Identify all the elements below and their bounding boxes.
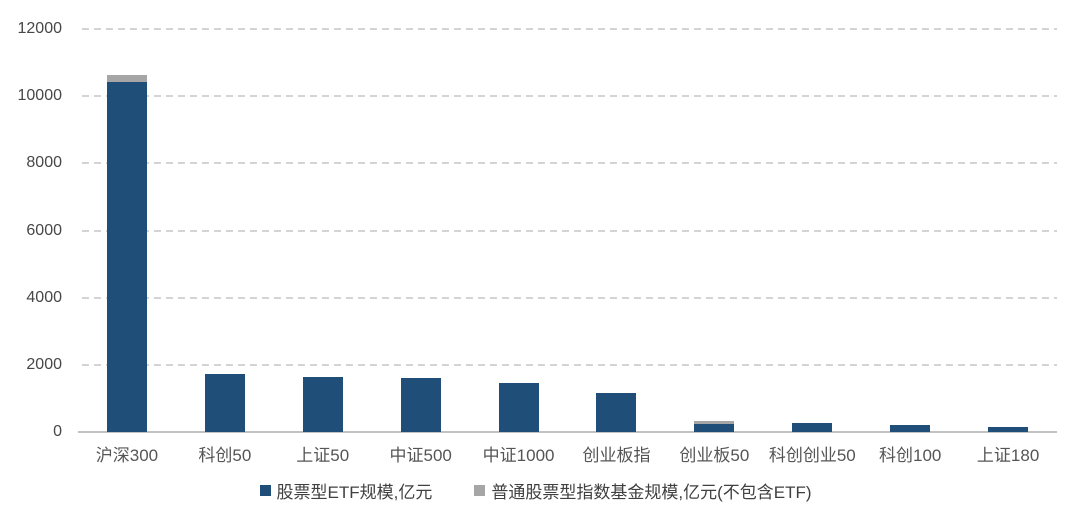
y-gridline <box>82 229 1057 232</box>
bar-segment-etf <box>792 423 833 432</box>
bar-segment-index-fund <box>694 420 735 424</box>
bar-segment-etf <box>890 424 931 432</box>
bar-segment-etf <box>204 373 245 432</box>
x-axis-baseline <box>78 431 1057 433</box>
bar-group <box>568 29 666 432</box>
x-axis-label: 中证1000 <box>482 446 555 465</box>
bar-segment-etf <box>400 377 441 432</box>
y-tick-label: 12000 <box>17 20 63 37</box>
bar-segment-etf <box>988 426 1029 432</box>
x-axis-label: 科创50 <box>198 446 252 465</box>
x-axis-label: 科创100 <box>879 446 942 465</box>
x-axis-label: 上证180 <box>976 446 1040 465</box>
legend-label-index-fund: 普通股票型指数基金规模,亿元(不包含ETF) <box>491 483 812 502</box>
y-tick-label: 6000 <box>26 221 62 239</box>
x-axis: 沪深300 科创50 上证50 中证500 中证1000 创业板指 创业板50 科创创业50 科… <box>78 441 1057 466</box>
plot-area <box>78 28 1057 433</box>
y-gridline <box>82 296 1057 299</box>
bar-segment-etf <box>106 82 147 432</box>
bar-segment-etf <box>498 383 539 432</box>
bar-group <box>176 29 274 432</box>
bar-group <box>861 29 959 432</box>
bar-group <box>372 29 470 432</box>
bar-segment-etf <box>302 376 343 432</box>
legend-swatch-etf <box>259 485 271 496</box>
bar-group <box>470 29 568 432</box>
x-axis-label: 创业板指 <box>582 446 651 465</box>
legend-label-etf: 股票型ETF规模,亿元 <box>276 483 433 502</box>
y-gridline <box>82 95 1057 98</box>
legend-swatch-index-fund <box>474 485 486 496</box>
y-tick-label: 8000 <box>26 154 62 172</box>
y-tick-label: 4000 <box>26 288 62 306</box>
y-tick-label: 2000 <box>26 355 62 373</box>
x-axis-label: 科创创业50 <box>768 446 856 465</box>
y-tick-label: 0 <box>53 423 62 440</box>
x-axis-label: 中证500 <box>389 446 452 465</box>
y-gridline <box>82 162 1057 165</box>
bar-group <box>274 29 372 432</box>
y-gridline <box>82 28 1057 30</box>
legend-item-index-fund: 普通股票型指数基金规模,亿元(不包含ETF) <box>474 478 812 503</box>
legend: 股票型ETF规模,亿元 普通股票型指数基金规模,亿元(不包含ETF) <box>0 478 1071 503</box>
bar-group <box>959 29 1057 432</box>
bar-segment-index-fund <box>106 75 147 83</box>
bar-group <box>763 29 861 432</box>
bars-layer <box>78 29 1057 432</box>
bar-group <box>78 29 176 432</box>
legend-item-etf: 股票型ETF规模,亿元 <box>259 478 433 503</box>
y-tick-label: 10000 <box>17 87 63 105</box>
x-axis-label: 创业板50 <box>679 446 750 465</box>
y-gridline <box>82 363 1057 366</box>
x-axis-label: 沪深300 <box>95 446 159 465</box>
bar-segment-etf <box>596 392 637 432</box>
x-axis-label: 上证50 <box>296 446 350 465</box>
bar-group <box>665 29 763 432</box>
bar-segment-etf <box>694 423 735 432</box>
